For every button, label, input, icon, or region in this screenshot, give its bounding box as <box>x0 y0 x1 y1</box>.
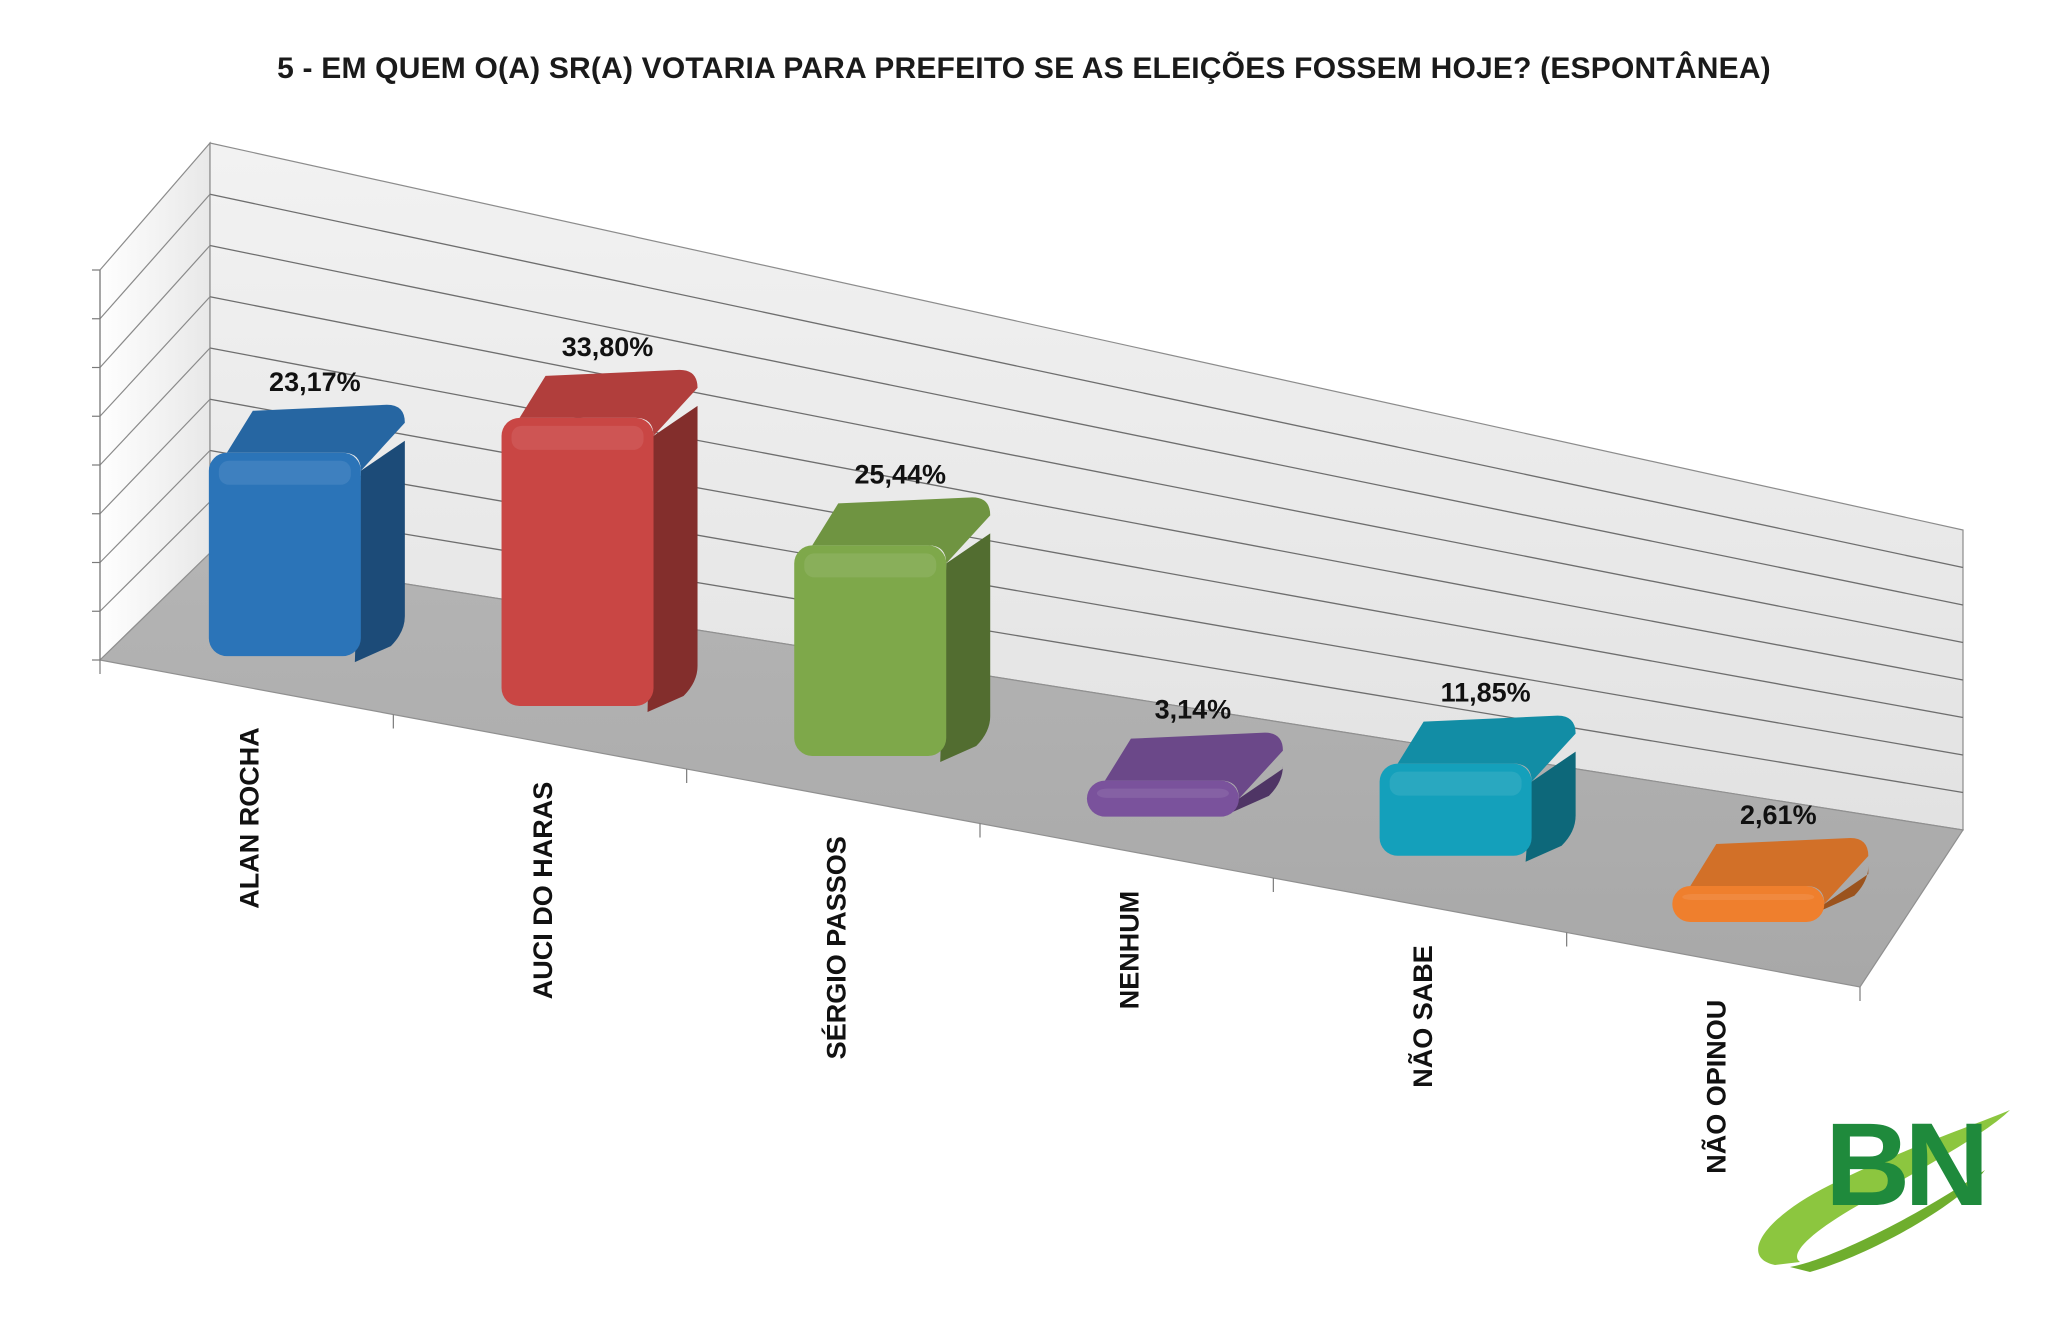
bar-side <box>1818 865 1869 912</box>
bar-top <box>226 404 405 471</box>
bar-side <box>1232 765 1283 812</box>
bar-side <box>354 440 405 663</box>
data-label: 3,14% <box>1155 695 1232 725</box>
category-label: NENHUM <box>1115 891 1145 1010</box>
bar-side <box>647 405 698 713</box>
bar-front <box>1086 780 1239 817</box>
bar-side <box>940 533 991 762</box>
data-label: 2,61% <box>1740 800 1817 830</box>
gridline <box>209 347 1964 681</box>
bar-top <box>1104 732 1283 799</box>
side-gridline <box>99 193 211 320</box>
bn-logo: BN <box>1758 1099 2010 1272</box>
data-label: 33,80% <box>562 332 654 362</box>
side-gridline <box>99 296 211 417</box>
bar-6 <box>1672 838 1869 923</box>
bar-3 <box>794 497 991 762</box>
data-label: 23,17% <box>269 367 361 397</box>
bar-5 <box>1379 715 1576 862</box>
logo-swoosh <box>1758 1110 2010 1265</box>
bar-side <box>1525 751 1576 862</box>
side-gridline <box>99 245 211 368</box>
bar-front <box>1379 763 1532 856</box>
bar-front <box>208 452 361 657</box>
gridline <box>209 296 1964 644</box>
category-label: NÃO OPINOU <box>1700 1000 1731 1174</box>
side-gridline <box>99 347 211 466</box>
bar-highlight <box>804 553 937 578</box>
gridline <box>209 193 1964 569</box>
bar-highlight <box>1389 771 1522 796</box>
bar-front <box>1672 886 1825 923</box>
side-gridline <box>99 501 211 612</box>
data-label: 11,85% <box>1441 678 1531 708</box>
bar-4 <box>1086 732 1283 817</box>
bar-highlight <box>1682 894 1815 901</box>
bar-highlight <box>218 460 351 485</box>
bar-top <box>519 369 698 436</box>
category-label: SÉRGIO PASSOS <box>820 836 851 1059</box>
bar-highlight <box>1096 788 1229 798</box>
side-gridline <box>99 398 211 515</box>
bar-1 <box>208 404 405 663</box>
bar-front <box>501 417 654 707</box>
category-label: AUCI DO HARAS <box>528 782 558 1000</box>
side-gridline <box>99 450 211 563</box>
category-label: NÃO SABE <box>1407 945 1438 1088</box>
bar-top <box>1690 838 1869 905</box>
bar-top <box>1397 715 1576 782</box>
bar-top <box>812 497 991 564</box>
bar-front <box>794 545 947 756</box>
logo-text: BN <box>1825 1099 1983 1231</box>
bar-2 <box>501 369 698 713</box>
data-label: 25,44% <box>854 459 946 489</box>
bar-highlight <box>511 425 644 450</box>
category-label: ALAN ROCHA <box>235 727 265 909</box>
gridline <box>209 244 1964 606</box>
chart-title: 5 - EM QUEM O(A) SR(A) VOTARIA PARA PREF… <box>277 52 1771 85</box>
